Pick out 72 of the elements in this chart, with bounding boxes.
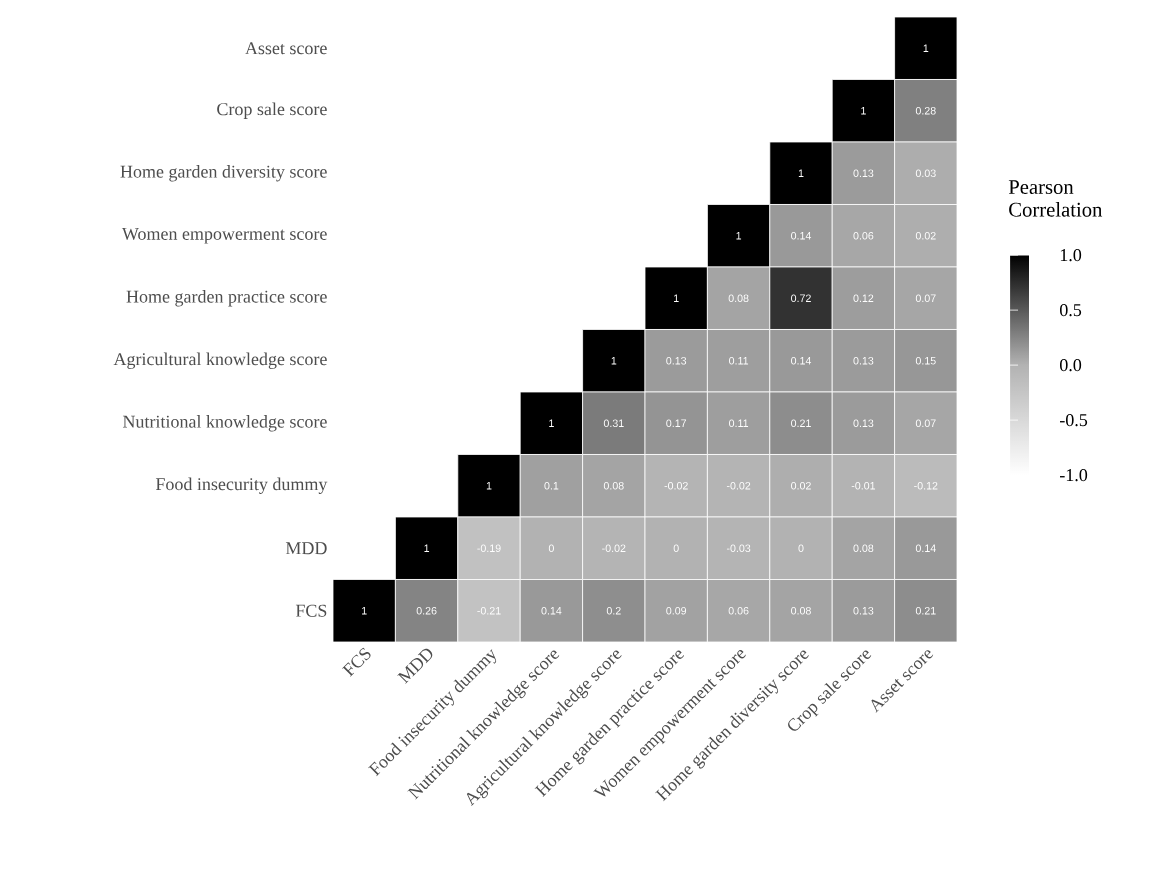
data-label: 1 xyxy=(424,544,430,552)
data-label: 0.13 xyxy=(853,356,874,365)
data-label: 1 xyxy=(923,44,929,52)
data-label: 0.21 xyxy=(915,606,936,615)
data-label: 0.12 xyxy=(853,294,874,303)
y-tick-label: Crop sale score xyxy=(217,102,327,119)
data-label: 1 xyxy=(861,107,866,115)
data-label: 1 xyxy=(736,232,742,240)
data-label: -0.02 xyxy=(726,481,751,490)
data-label: 1 xyxy=(362,607,367,615)
data-label: 0.72 xyxy=(791,294,811,303)
data-label: 0.02 xyxy=(791,481,811,490)
data-label: 0.14 xyxy=(791,356,812,365)
y-tick-label: Nutritional knowledge score xyxy=(122,415,327,432)
data-label: 1 xyxy=(486,482,492,490)
data-label: 0 xyxy=(548,544,554,553)
y-tick-label: Women empowerment score xyxy=(121,227,327,244)
y-tick-label: Home garden practice score xyxy=(126,290,327,307)
data-label: 0.13 xyxy=(853,606,874,615)
data-label: 0.06 xyxy=(728,606,749,615)
color-bar-title: Pearson Correlation xyxy=(1008,180,1103,217)
data-label: 1 xyxy=(549,419,554,427)
data-label: 0.08 xyxy=(728,294,749,303)
data-label: 0.02 xyxy=(915,231,936,240)
color-bar-label: 0.5 xyxy=(1060,303,1082,317)
data-label: 0.17 xyxy=(666,419,687,428)
data-label: -0.03 xyxy=(726,544,751,553)
data-label: -0.02 xyxy=(664,481,688,490)
data-label: 0 xyxy=(673,544,679,553)
y-tick-label: MDD xyxy=(285,542,327,555)
color-bar-label: -1.0 xyxy=(1059,468,1088,482)
data-label: 0.15 xyxy=(915,356,936,365)
data-label: 0.2 xyxy=(606,606,621,615)
data-label: 0.21 xyxy=(791,419,811,428)
data-label: 1 xyxy=(674,294,679,302)
data-label: 0.14 xyxy=(541,606,562,615)
data-label: 1 xyxy=(611,357,617,365)
data-label: -0.12 xyxy=(914,481,938,490)
data-label: 0.1 xyxy=(544,481,559,490)
data-label: -0.19 xyxy=(477,544,501,553)
data-label: 0.09 xyxy=(666,606,687,615)
data-label: -0.01 xyxy=(851,481,876,490)
data-label: -0.21 xyxy=(477,606,501,615)
data-label: -0.02 xyxy=(602,544,626,553)
data-label: 0.26 xyxy=(416,606,437,615)
data-label: 0.14 xyxy=(915,544,936,553)
data-label: 0.14 xyxy=(791,231,812,240)
data-label: 0.31 xyxy=(603,419,624,428)
color-bar-label: -0.5 xyxy=(1059,413,1088,427)
data-label: 0.07 xyxy=(915,419,936,428)
color-bar-label: 0.0 xyxy=(1060,358,1082,372)
x-tick-label: FCS xyxy=(342,647,371,677)
y-tick-label: Asset score xyxy=(245,42,327,55)
data-label: 0.08 xyxy=(853,544,874,553)
data-label: 0.13 xyxy=(853,419,874,428)
data-label: 0.13 xyxy=(853,169,874,178)
data-label: 0.03 xyxy=(915,169,936,178)
data-label: 0.28 xyxy=(915,106,936,115)
data-label: 1 xyxy=(798,169,804,177)
y-tick-label: Food insecurity dummy xyxy=(155,477,328,494)
data-label: 0.08 xyxy=(791,606,811,615)
data-label: 0.13 xyxy=(666,356,687,365)
y-tick-label: Agricultural knowledge score xyxy=(113,352,327,369)
y-tick-label: Home garden diversity score xyxy=(120,165,327,182)
data-label: 0.07 xyxy=(915,294,936,303)
color-bar-label: 1.0 xyxy=(1060,248,1082,262)
data-label: 0.06 xyxy=(853,231,874,240)
y-tick-label: FCS xyxy=(295,604,327,617)
data-label: 0.08 xyxy=(603,481,624,490)
data-label: 0.11 xyxy=(729,419,749,428)
data-label: 0.11 xyxy=(729,356,749,365)
data-label: 0 xyxy=(798,544,804,553)
